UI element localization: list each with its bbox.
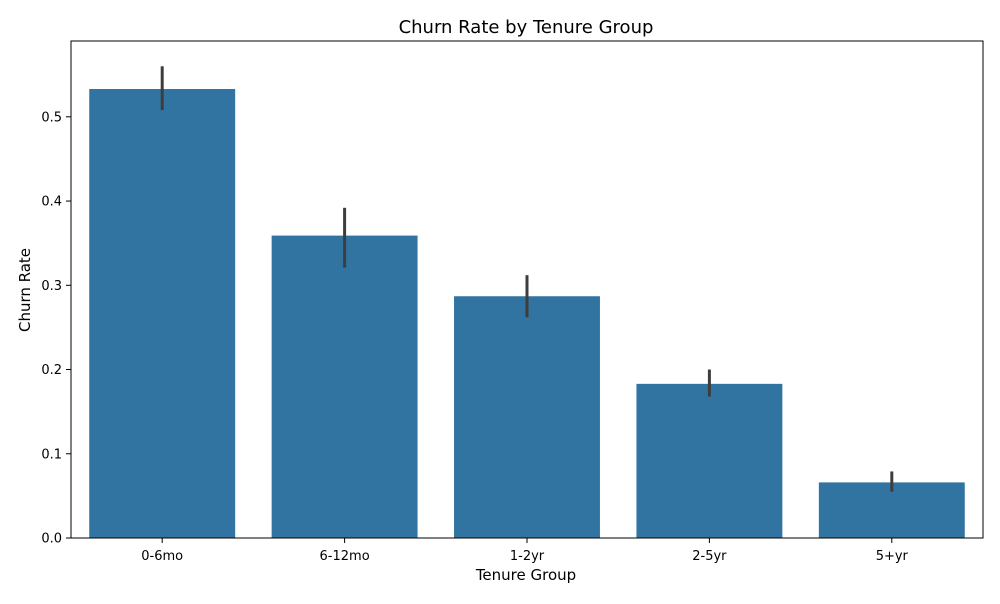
bar-2-5yr	[636, 383, 783, 538]
y-tick-label: 0.0	[41, 532, 62, 547]
plot-frame	[70, 40, 984, 539]
y-axis: 0.0 0.1 0.2 0.3 0.4 0.5	[41, 110, 71, 547]
x-tick-label-1-2yr: 1-2yr	[510, 549, 545, 564]
x-tick-label-2-5yr: 2-5yr	[692, 549, 727, 564]
y-axis-label: Churn Rate	[16, 248, 34, 332]
bars-layer	[89, 89, 965, 538]
bar-0-6mo	[89, 89, 236, 538]
x-tick-label-6-12mo: 6-12mo	[320, 549, 370, 564]
x-tick-label-5+yr: 5+yr	[876, 549, 909, 564]
bar-6-12mo	[271, 235, 418, 538]
error-bars-layer	[160, 66, 894, 492]
x-tick-label-0-6mo: 0-6mo	[141, 549, 183, 564]
x-axis-label: Tenure Group	[475, 566, 576, 584]
y-tick-label: 0.3	[41, 279, 62, 294]
x-axis: 0-6mo 6-12mo 1-2yr 2-5yr 5+yr	[141, 538, 909, 564]
y-tick-label: 0.5	[41, 110, 62, 125]
y-tick-label: 0.4	[41, 195, 62, 210]
bar-1-2yr	[454, 296, 600, 538]
chart-title: Churn Rate by Tenure Group	[399, 17, 654, 38]
y-tick-label: 0.1	[41, 447, 62, 462]
y-tick-label: 0.2	[41, 363, 62, 378]
